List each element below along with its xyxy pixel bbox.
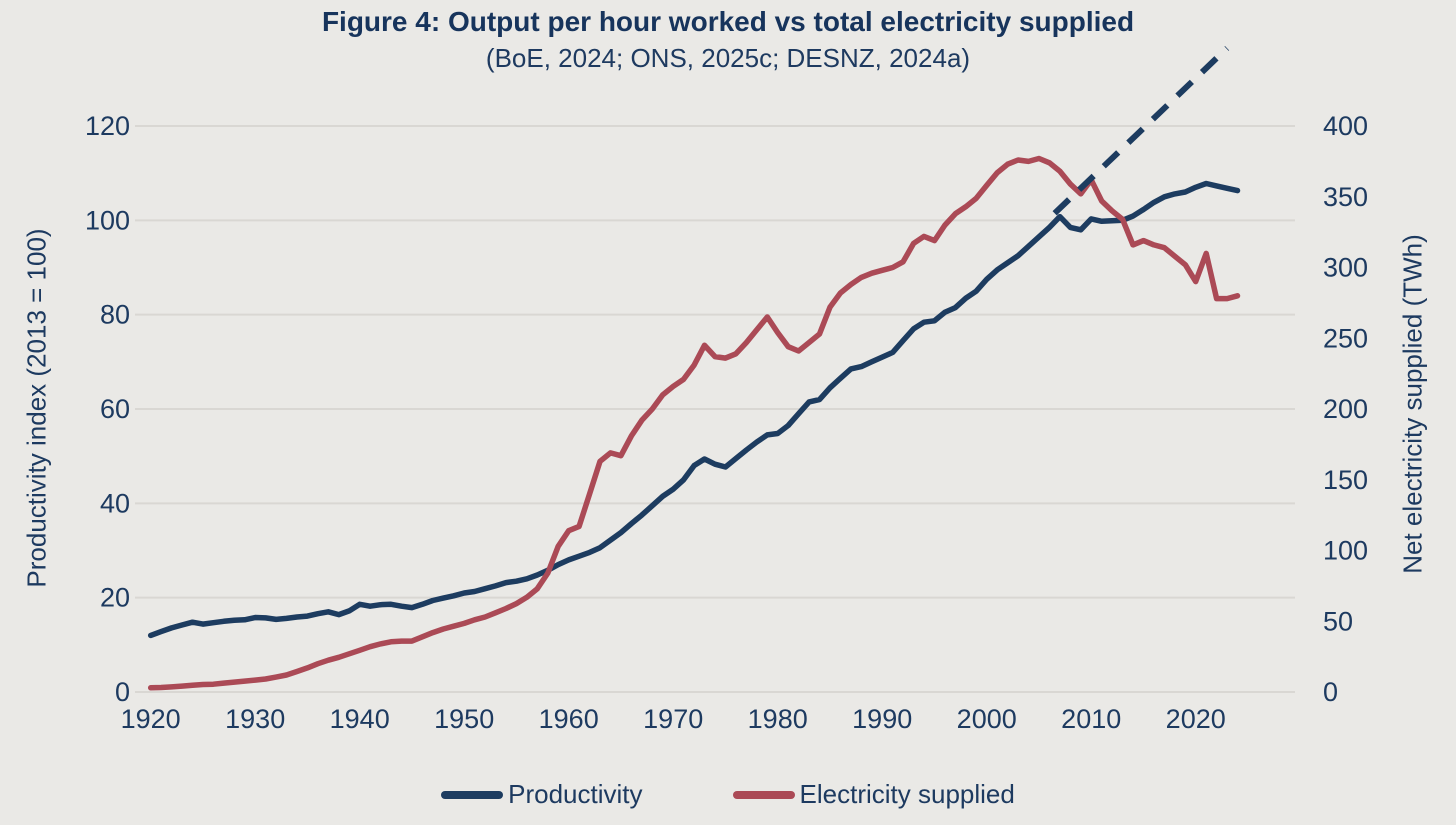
- electricity-supplied-line: [147, 155, 1241, 691]
- electricity-line-swatch: [732, 790, 795, 799]
- legend-item-productivity: Productivity: [441, 779, 643, 810]
- figure-title: Figure 4: Output per hour worked vs tota…: [321, 6, 1135, 37]
- right-axis-tick-label: 0: [1323, 677, 1338, 707]
- legend-item-electricity: Electricity supplied: [732, 779, 1015, 810]
- left-axis-title: Productivity index (2013 = 100): [21, 228, 52, 588]
- right-axis-tick-label: 100: [1323, 536, 1368, 566]
- productivity-line-swatch: [441, 790, 504, 799]
- x-axis-tick-label: 1990: [852, 704, 912, 734]
- right-axis-tick-label: 300: [1323, 253, 1368, 283]
- legend-label-productivity: Productivity: [508, 779, 643, 809]
- productivity-line: [147, 180, 1241, 639]
- left-axis-tick-label: 0: [115, 677, 130, 707]
- x-axis-tick-label: 2020: [1166, 704, 1226, 734]
- left-axis-tick-label: 40: [100, 488, 130, 518]
- right-axis-tick-label: 250: [1323, 323, 1368, 353]
- x-axis-tick-label: 1940: [330, 704, 390, 734]
- left-axis-tick-label: 100: [85, 205, 130, 235]
- x-axis-tick-label: 1980: [748, 704, 808, 734]
- legend: Productivity Electricity supplied: [0, 779, 1456, 810]
- left-axis-tick-label: 60: [100, 394, 130, 424]
- left-axis-tick-label: 20: [100, 583, 130, 613]
- right-axis-tick-label: 50: [1323, 606, 1353, 636]
- right-axis-title: Net electricity supplied (TWh): [1397, 234, 1428, 574]
- left-axis-tick-label: 80: [100, 300, 130, 330]
- right-axis-tick-label: 400: [1323, 111, 1368, 141]
- right-axis-tick-label: 350: [1323, 182, 1368, 212]
- left-axis-tick-label: 120: [85, 111, 130, 141]
- x-axis-tick-label: 2010: [1061, 704, 1121, 734]
- x-axis-tick-label: 1950: [434, 704, 494, 734]
- x-axis-tick-label: 1920: [121, 704, 181, 734]
- x-axis-tick-label: 1930: [225, 704, 285, 734]
- right-axis-tick-label: 150: [1323, 465, 1368, 495]
- legend-label-electricity: Electricity supplied: [799, 779, 1015, 809]
- x-axis-tick-label: 2000: [957, 704, 1017, 734]
- x-axis-tick-label: 1960: [539, 704, 599, 734]
- right-axis-tick-label: 200: [1323, 394, 1368, 424]
- x-axis-tick-label: 1970: [643, 704, 703, 734]
- figure-subtitle: (BoE, 2024; ONS, 2025c; DESNZ, 2024a): [485, 43, 971, 73]
- trend-projection-line: [1052, 46, 1230, 216]
